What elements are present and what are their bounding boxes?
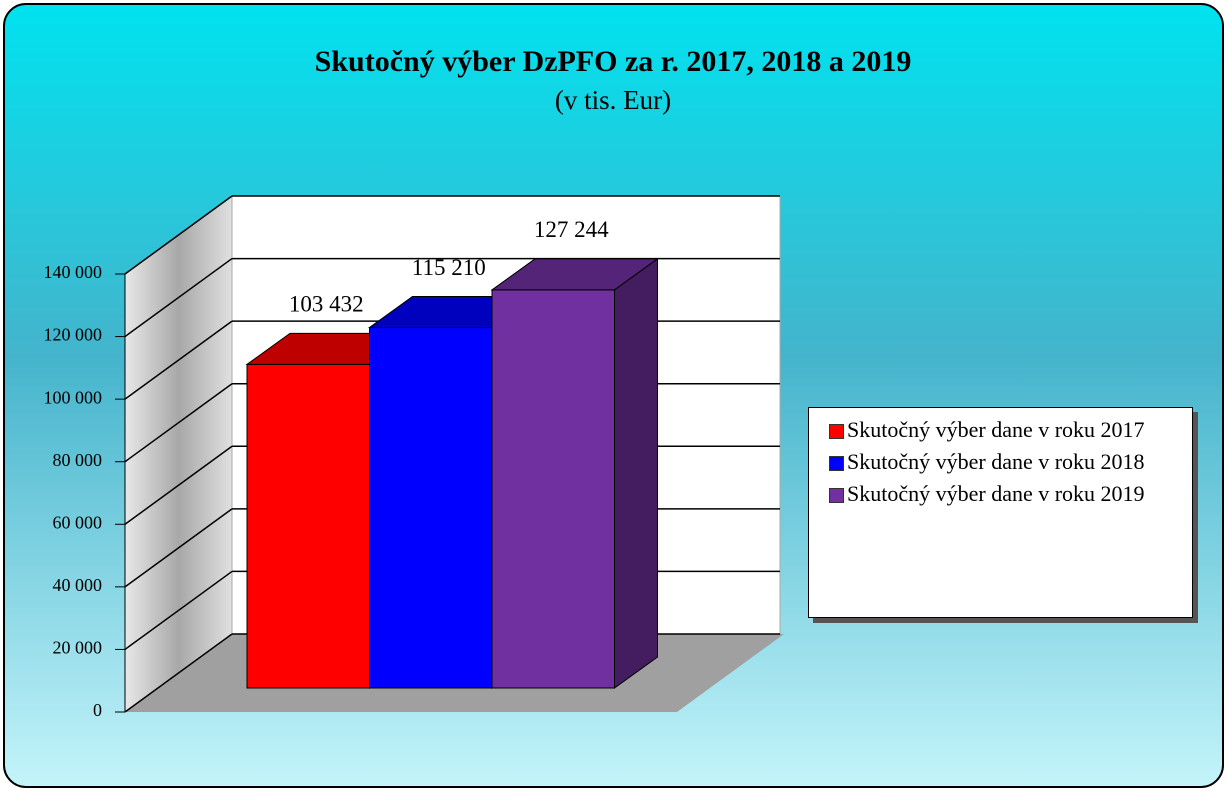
bar <box>369 327 493 689</box>
grid-line <box>124 445 233 525</box>
value-label: 103 432 <box>289 292 364 317</box>
grid-line <box>124 508 233 588</box>
chart-title: Skutočný výber DzPFO za r. 2017, 2018 a … <box>315 45 912 78</box>
y-tick-label: 100 000 <box>44 387 103 407</box>
grid-line <box>124 570 233 651</box>
legend-swatch <box>829 456 844 471</box>
legend-entry: Skutočný výber dane v roku 2019 <box>827 478 1184 510</box>
legend-entry: Skutočný výber dane v roku 2018 <box>827 446 1184 478</box>
grid-line <box>124 383 233 463</box>
legend: Skutočný výber dane v roku 2017 Skutočný … <box>808 407 1193 618</box>
legend-swatch <box>829 424 844 439</box>
legend-label: Skutočný výber dane v roku 2019 <box>847 481 1145 506</box>
side-wall <box>125 196 232 712</box>
bar-side <box>614 257 658 689</box>
legend-label: Skutočný výber dane v roku 2017 <box>847 417 1145 442</box>
y-tick-label: 40 000 <box>53 575 103 595</box>
grid-line <box>124 320 233 400</box>
legend-label: Skutočný výber dane v roku 2018 <box>847 449 1145 474</box>
legend-swatch <box>829 488 844 503</box>
y-tick-label: 140 000 <box>44 262 103 282</box>
bar <box>491 289 615 689</box>
value-label: 127 244 <box>534 217 609 242</box>
grid-line <box>124 633 233 713</box>
legend-entry: Skutočný výber dane v roku 2017 <box>827 414 1184 446</box>
y-tick-label: 0 <box>93 700 102 720</box>
y-tick-label: 120 000 <box>44 325 103 345</box>
y-tick-label: 20 000 <box>53 638 103 658</box>
grid-line <box>124 195 233 275</box>
y-tick-label: 60 000 <box>53 512 103 532</box>
y-tick-label: 80 000 <box>53 450 103 470</box>
grid-line <box>124 257 233 338</box>
chart-subtitle: (v tis. Eur) <box>555 85 671 115</box>
bar <box>246 363 370 689</box>
value-label: 115 210 <box>412 255 486 280</box>
